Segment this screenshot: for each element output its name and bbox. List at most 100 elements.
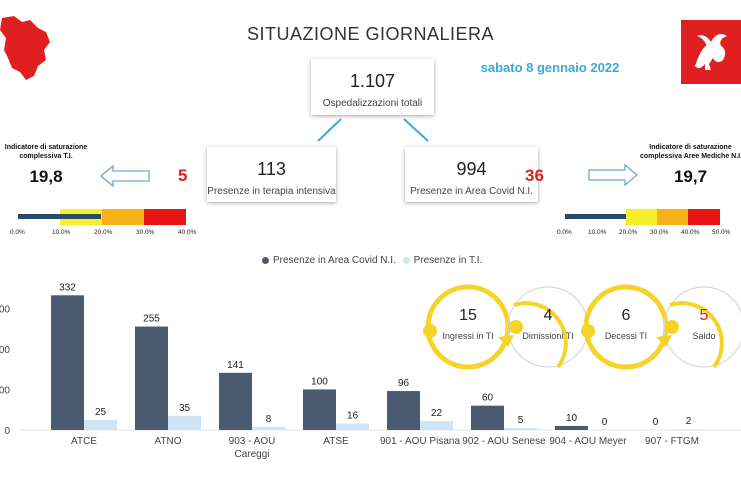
category-label: ATCE — [71, 436, 97, 447]
bar-icu — [252, 426, 285, 430]
icu-scale-ticks: 0.0% 10.0% 20.0% 30.0% 40.0% — [10, 229, 197, 239]
category-label: 902 - AOU Senese — [462, 436, 546, 447]
total-hospitalizations-label: Ospedalizzazioni totali — [322, 98, 423, 109]
covid-scale-tick-label: 30.0% — [650, 229, 669, 236]
tuscany-map-logo — [0, 16, 50, 80]
data-label-covid-area: 60 — [482, 393, 494, 404]
category-label: 903 - AOU — [229, 436, 276, 447]
covid-area-presences-value: 994 — [456, 159, 487, 179]
icu-indicator-title-1: Indicatore di saturazione — [4, 144, 88, 151]
category-label: ATSE — [323, 436, 349, 447]
legend-item-icu: Presenze in T.I. — [402, 255, 482, 266]
flow-circle — [663, 286, 741, 368]
flow-item: 4 Dimissioni TI — [510, 307, 586, 341]
covid-area-saturation-fill — [565, 214, 627, 219]
flow-connector-arc — [669, 301, 724, 369]
data-label-covid-area: 10 — [566, 413, 578, 424]
bar-chart: 300200100033225ATCE25535ATNO1418903 - AO… — [0, 282, 741, 460]
flow-item: 6 Decessi TI — [588, 307, 664, 341]
covid-area-saturation-value: 19,7 — [673, 167, 708, 186]
left-arrow-icon — [99, 164, 150, 188]
flow-item-label: Dimissioni TI — [522, 331, 574, 341]
icu-scale-tick-label: 30.0% — [136, 229, 155, 236]
data-label-covid-area: 100 — [311, 376, 328, 387]
bar-icu — [168, 415, 201, 430]
flow-arrow-icon — [656, 335, 672, 347]
bar-covid-area — [135, 326, 168, 430]
flow-item-label: Ingressi in TI — [442, 331, 494, 341]
covid-scale-ticks: 0.0% 10.0% 20.0% 30.0% 40.0% 50.0% — [557, 229, 741, 239]
covid-indicator-title-2: complessiva Aree Mediche N.I. — [640, 153, 741, 160]
data-label-covid-area: 0 — [653, 417, 659, 428]
data-label-icu: 8 — [266, 414, 272, 425]
y-tick-label: 0 — [4, 426, 10, 437]
flow-dot — [509, 320, 523, 334]
icu-scale-tick-label: 10.0% — [52, 229, 71, 236]
bar-covid-area — [303, 389, 336, 430]
icu-presences-label: Presenze in terapia intensiva — [207, 186, 336, 197]
covid-scale-tick-label: 40.0% — [681, 229, 700, 236]
bar-covid-area — [471, 405, 504, 430]
icu-saturation-indicator: Indicatore di saturazione complessiva T.… — [0, 143, 92, 187]
icu-flow-diagram — [423, 284, 741, 370]
covid-area-presences-label: Presenze in Area Covid N.I. — [410, 186, 533, 197]
data-label-icu: 16 — [347, 411, 359, 422]
bar-icu — [336, 423, 369, 430]
icu-scale-tick-label: 40.0% — [178, 229, 197, 236]
covid-area-saturation-indicator: Indicatore di saturazione complessiva Ar… — [640, 143, 741, 187]
covid-area-presences-card: 994 Presenze in Area Covid N.I. — [405, 147, 538, 202]
bar-covid-area — [555, 425, 588, 430]
flow-item-value: 4 — [543, 307, 553, 324]
flow-item-value: 5 — [699, 307, 709, 324]
chart-legend: Presenze in Area Covid N.I. Presenze in … — [262, 255, 482, 266]
covid-scale-tick-label: 20.0% — [619, 229, 638, 236]
icu-indicator-title-2: complessiva T.I. — [19, 153, 73, 160]
category-label: ATNO — [154, 436, 181, 447]
flow-connector-arc — [513, 301, 568, 369]
covid-scale-tick-label: 0.0% — [557, 229, 572, 236]
covid-indicator-title-1: Indicatore di saturazione — [649, 144, 732, 151]
data-label-icu: 25 — [95, 407, 107, 418]
bar-icu — [672, 429, 705, 430]
data-label-covid-area: 141 — [227, 360, 244, 371]
legend-item-covid-area: Presenze in Area Covid N.I. — [262, 255, 396, 266]
category-label: 907 - FTGM — [645, 436, 699, 447]
bar-covid-area — [51, 295, 84, 430]
data-label-icu: 5 — [518, 415, 524, 426]
total-hospitalizations-value: 1.107 — [349, 71, 396, 91]
flow-item-value: 6 — [621, 307, 631, 324]
data-label-icu: 35 — [179, 403, 191, 414]
covid-scale-tick-label: 50.0% — [712, 229, 731, 236]
right-arrow-icon — [588, 163, 639, 187]
flow-item-label: Saldo — [692, 331, 716, 341]
page-title: SITUAZIONE GIORNALIERA — [246, 24, 495, 44]
icu-saturation-scale — [18, 209, 186, 225]
data-label-icu: 2 — [686, 416, 692, 427]
flow-dot — [423, 324, 437, 338]
flow-item-label: Decessi TI — [604, 331, 648, 341]
regione-toscana-flag-logo — [681, 20, 741, 84]
icu-presences-card: 113 Presenze in terapia intensiva — [207, 147, 336, 202]
flow-item-value: 15 — [459, 307, 477, 324]
y-tick-label: 300 — [0, 304, 10, 315]
y-tick-label: 200 — [0, 345, 10, 356]
covid-area-delta: 36 — [525, 166, 544, 185]
report-date: sabato 8 gennaio 2022 — [480, 60, 620, 75]
flow-item: 5 Saldo — [666, 307, 741, 341]
hierarchy-connectors — [317, 118, 429, 142]
flow-arrow-icon — [498, 335, 514, 347]
data-label-covid-area: 96 — [398, 378, 410, 389]
data-label-covid-area: 332 — [59, 282, 76, 293]
total-hospitalizations-card: 1.107 Ospedalizzazioni totali — [311, 59, 434, 115]
data-label-icu: 22 — [431, 408, 443, 419]
covid-scale-tick-label: 10.0% — [588, 229, 607, 236]
covid-area-delta-value: 36 — [525, 166, 544, 186]
bar-covid-area — [387, 391, 420, 430]
category-label: 901 - AOU Pisana — [380, 436, 460, 447]
bar-icu — [420, 421, 453, 430]
y-tick-label: 100 — [0, 385, 10, 396]
bar-covid-area — [219, 372, 252, 430]
icu-scale-tick-label: 0.0% — [10, 229, 25, 236]
category-label: 904 - AOU Meyer — [549, 436, 627, 447]
flow-dot — [665, 320, 679, 334]
